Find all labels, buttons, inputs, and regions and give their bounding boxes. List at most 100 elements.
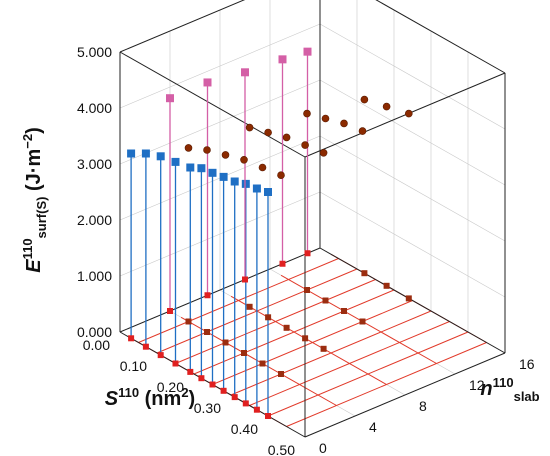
base-point — [187, 368, 194, 375]
y-axis-title: n110slab — [480, 375, 539, 404]
data-point — [404, 109, 413, 118]
data-point — [319, 149, 328, 157]
data-point — [208, 168, 217, 177]
data-point — [230, 177, 239, 186]
z-tick-label: 5.000 — [77, 44, 112, 60]
data-point — [141, 149, 150, 158]
base-point — [302, 335, 309, 342]
x-tick-label: 0.50 — [268, 442, 295, 456]
box-edge — [304, 352, 506, 438]
data-point — [382, 102, 391, 111]
grid-line — [375, 0, 506, 74]
base-point — [320, 345, 327, 352]
base-point — [241, 350, 247, 356]
y-tick-label: 4 — [369, 419, 377, 435]
data-point — [203, 146, 211, 154]
data-point — [282, 133, 291, 142]
x-tick-label: 0.10 — [120, 358, 147, 374]
base-point — [278, 371, 284, 377]
z-tick-label: 3.000 — [77, 156, 112, 172]
grid-line — [319, 191, 506, 298]
base-point — [172, 360, 179, 367]
base-point — [253, 406, 260, 413]
data-point — [252, 184, 261, 193]
base-point — [361, 270, 368, 277]
red-grid-line — [230, 295, 387, 385]
base-point — [220, 387, 227, 394]
data-point — [258, 163, 267, 172]
base-point — [167, 308, 173, 314]
z-tick-label: 4.000 — [77, 100, 112, 116]
data-point — [166, 94, 174, 103]
base-point — [383, 282, 390, 289]
y-tick-label: 12 — [469, 377, 485, 393]
data-point — [340, 119, 348, 128]
data-point — [358, 127, 367, 135]
box-edge — [319, 247, 506, 354]
base-point — [304, 250, 311, 257]
y-tick-label: 8 — [419, 398, 427, 414]
data-point — [360, 95, 369, 104]
base-point — [283, 324, 290, 331]
data-point — [221, 151, 230, 159]
data-point — [241, 68, 249, 77]
box-edge — [304, 72, 506, 158]
box-edge — [119, 0, 246, 53]
data-point — [156, 152, 165, 161]
data-point — [186, 163, 195, 172]
box-edge — [119, 51, 306, 158]
base-point — [231, 394, 238, 401]
grid-line — [119, 23, 321, 109]
z-tick-label: 1.000 — [77, 268, 112, 284]
y-tick-label: 16 — [519, 356, 535, 372]
base-point — [265, 314, 272, 321]
data-point — [197, 164, 206, 173]
x-tick-label: 0.30 — [194, 400, 221, 416]
base-point — [198, 375, 205, 382]
x-tick-label: 0.40 — [231, 421, 258, 437]
box-edge — [375, 0, 506, 74]
base-point — [279, 260, 286, 267]
y-tick-label: 0 — [319, 440, 327, 456]
base-point — [157, 352, 164, 359]
data-point — [321, 114, 330, 123]
base-point — [304, 287, 310, 293]
base-point — [209, 381, 216, 388]
x-tick-label: 0.00 — [83, 337, 110, 353]
grid-line — [319, 79, 506, 186]
z-tick-label: 0.000 — [77, 324, 112, 340]
z-tick-label: 2.000 — [77, 212, 112, 228]
data-point — [241, 179, 250, 188]
grid-line — [119, 191, 321, 277]
data-point — [127, 149, 136, 158]
base-point — [242, 400, 249, 407]
base-point — [405, 295, 412, 302]
grid-line — [119, 79, 321, 165]
base-point — [246, 303, 253, 310]
x-axis-title: S110 (nm2) — [105, 385, 195, 410]
base-point — [242, 276, 248, 283]
data-point — [219, 172, 228, 181]
base-point — [128, 335, 135, 342]
base-point — [359, 318, 366, 325]
data-point — [203, 78, 212, 87]
base-point — [142, 343, 149, 350]
data-point — [301, 141, 309, 149]
data-point — [264, 128, 272, 137]
base-point — [185, 318, 192, 325]
data-point — [240, 156, 248, 164]
x-tick-label: 0.20 — [157, 379, 184, 395]
data-point — [277, 171, 285, 179]
base-point — [341, 308, 347, 314]
base-point — [204, 329, 210, 335]
z-axis-title: E110surf(S) (J·m−2) — [20, 127, 49, 273]
data-point — [264, 188, 272, 196]
grid-line — [319, 23, 506, 130]
data-point — [278, 55, 287, 64]
base-point — [259, 360, 266, 367]
data-point — [303, 109, 311, 118]
box-edge — [119, 247, 321, 333]
grid-line — [319, 135, 506, 242]
